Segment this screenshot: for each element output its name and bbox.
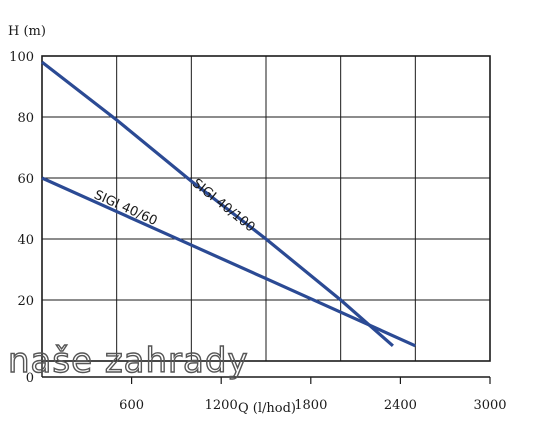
series-line-1 [41,60,394,348]
x-tick-label: 1800 [294,398,327,413]
y-tick-label: 100 [9,50,34,65]
y-axis-title: H (m) [8,24,46,39]
x-tick-label: 3000 [473,398,506,413]
x-tick-label: 1200 [205,398,238,413]
plot-frame [41,55,491,362]
watermark-logo: naše zahrady [8,341,249,381]
y-tick-label: 20 [17,294,34,309]
x-axis-title: Q (l/hod) [238,401,296,416]
y-tick-label: 80 [17,111,34,126]
y-tick-label: 0 [26,371,34,386]
y-tick-label: 40 [17,233,34,248]
series-lines [41,60,416,348]
chart-axes [41,55,491,378]
tick-labels: 600 1200 1800 2400 3000 0 20 40 60 80 100 [9,50,506,413]
series-label-1: SIGI 40/100 [189,176,257,235]
x-tick-label: 600 [119,398,144,413]
x-tick-label: 2400 [384,398,417,413]
series-label-2: SIGI 40/60 [92,188,160,229]
series-line-2 [41,176,416,348]
y-tick-label: 60 [17,172,34,187]
